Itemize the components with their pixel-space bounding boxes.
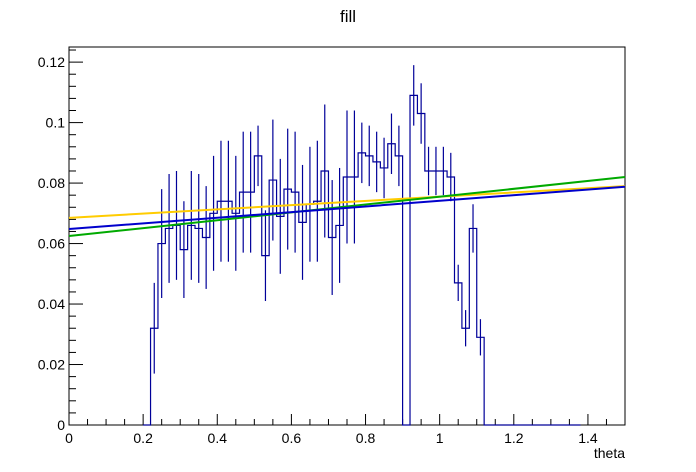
x-tick-label: 1.4 — [578, 430, 598, 446]
x-axis-label: theta — [594, 445, 625, 461]
y-tick-label: 0.02 — [38, 357, 65, 373]
x-tick-label: 0.8 — [356, 430, 376, 446]
x-axis: 0 0.2 0.4 0.6 0.8 1 1.2 1.4 — [65, 414, 626, 446]
histogram-outline — [143, 94, 581, 426]
chart-title: fill — [340, 7, 356, 26]
x-tick-label: 0.4 — [208, 430, 228, 446]
fit-line — [68, 185, 626, 219]
x-tick-label: 1.2 — [504, 430, 524, 446]
x-tick-label: 0.6 — [282, 430, 302, 446]
histogram — [143, 65, 581, 426]
fit-line — [68, 176, 626, 237]
fit-line — [68, 185, 626, 231]
y-tick-label: 0.1 — [46, 115, 66, 131]
y-tick-label: 0.04 — [38, 296, 65, 312]
y-axis: 0 0.02 0.04 0.06 0.08 0.1 0.12 — [38, 49, 83, 433]
y-tick-label: 0.12 — [38, 54, 65, 70]
y-tick-label: 0 — [57, 417, 65, 433]
x-tick-label: 0 — [65, 430, 73, 446]
y-tick-label: 0.08 — [38, 175, 65, 191]
x-tick-label: 0.2 — [133, 430, 153, 446]
x-tick-label: 1 — [436, 430, 444, 446]
y-tick-label: 0.06 — [38, 236, 65, 252]
fit-lines — [68, 176, 626, 237]
